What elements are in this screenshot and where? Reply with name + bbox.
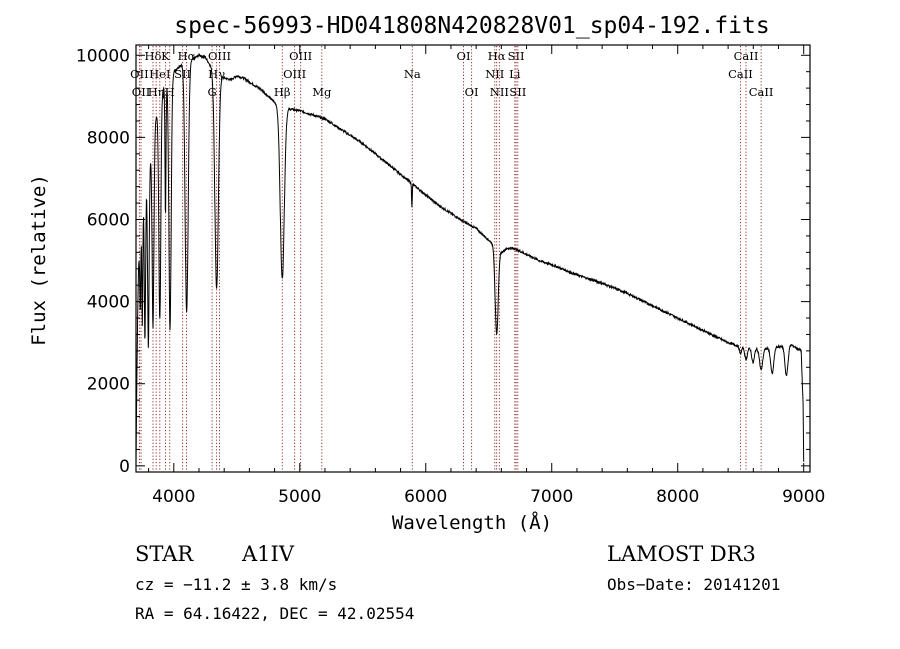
x-tick-label: 6000 (404, 487, 447, 507)
line-marker-label: HeI (149, 67, 170, 81)
redshift-readout: cz = −11.2 ± 3.8 km/s (135, 575, 337, 594)
line-marker-label: G (207, 85, 216, 99)
line-marker-label: Li (509, 67, 521, 81)
y-tick-label: 6000 (87, 210, 130, 230)
x-tick-label: 7000 (530, 487, 573, 507)
observation-date: Obs−Date: 20141201 (607, 575, 780, 594)
line-marker-label: OI (457, 49, 471, 63)
y-tick-label: 10000 (76, 46, 130, 66)
line-marker-label: K (161, 49, 170, 63)
line-marker-label: Hβ (274, 85, 291, 99)
line-marker-label: Hα (488, 49, 506, 63)
line-marker-label: OII (130, 67, 149, 81)
y-tick-label: 0 (119, 457, 130, 477)
y-tick-label: 4000 (87, 293, 130, 313)
x-tick-label: 8000 (656, 487, 699, 507)
line-marker-label: Hγ (208, 67, 225, 81)
line-marker-label: OI (465, 85, 479, 99)
object-class: STAR (135, 542, 194, 566)
line-marker-label: Hα (178, 49, 196, 63)
x-axis-label: Wavelength (Å) (392, 511, 552, 534)
line-marker-label: H (165, 85, 175, 99)
line-marker-label: CaII (749, 85, 774, 99)
line-marker-label: NII (490, 85, 509, 99)
line-marker-label: OIII (289, 49, 312, 63)
line-marker-label: NII (485, 67, 504, 81)
spectrum-series (135, 52, 805, 462)
coordinates-readout: RA = 64.16422, DEC = 42.02554 (135, 604, 414, 623)
line-marker-label: Mg (312, 85, 332, 99)
y-tick-label: 2000 (87, 375, 130, 395)
object-subclass: A1IV (241, 542, 295, 566)
line-marker-label: SII (508, 49, 525, 63)
chart-title: spec-56993-HD041808N420828V01_sp04-192.f… (174, 13, 769, 39)
plot-frame (135, 44, 811, 473)
y-tick-label: 8000 (87, 128, 130, 148)
x-tick-label: 5000 (278, 487, 321, 507)
line-marker-label: Na (404, 67, 421, 81)
line-marker-label: Hη (148, 85, 165, 99)
x-tick-label: 4000 (152, 487, 195, 507)
spectrum-line (135, 52, 805, 462)
line-marker-label: CaII (728, 67, 753, 81)
axis-ticks: 4000 5000 6000 7000 8000 9000 0 2000 4000 6000 800… (76, 45, 825, 507)
line-marker-label: CaII (734, 49, 759, 63)
line-marker-label: OIII (283, 67, 306, 81)
y-axis-label: Flux (relative) (28, 174, 50, 346)
survey-name: LAMOST DR3 (607, 542, 756, 566)
line-marker-label: OIII (208, 49, 231, 63)
line-marker-label: SII (509, 85, 526, 99)
x-tick-label: 9000 (782, 487, 825, 507)
line-marker-label: Hδ (145, 49, 162, 63)
